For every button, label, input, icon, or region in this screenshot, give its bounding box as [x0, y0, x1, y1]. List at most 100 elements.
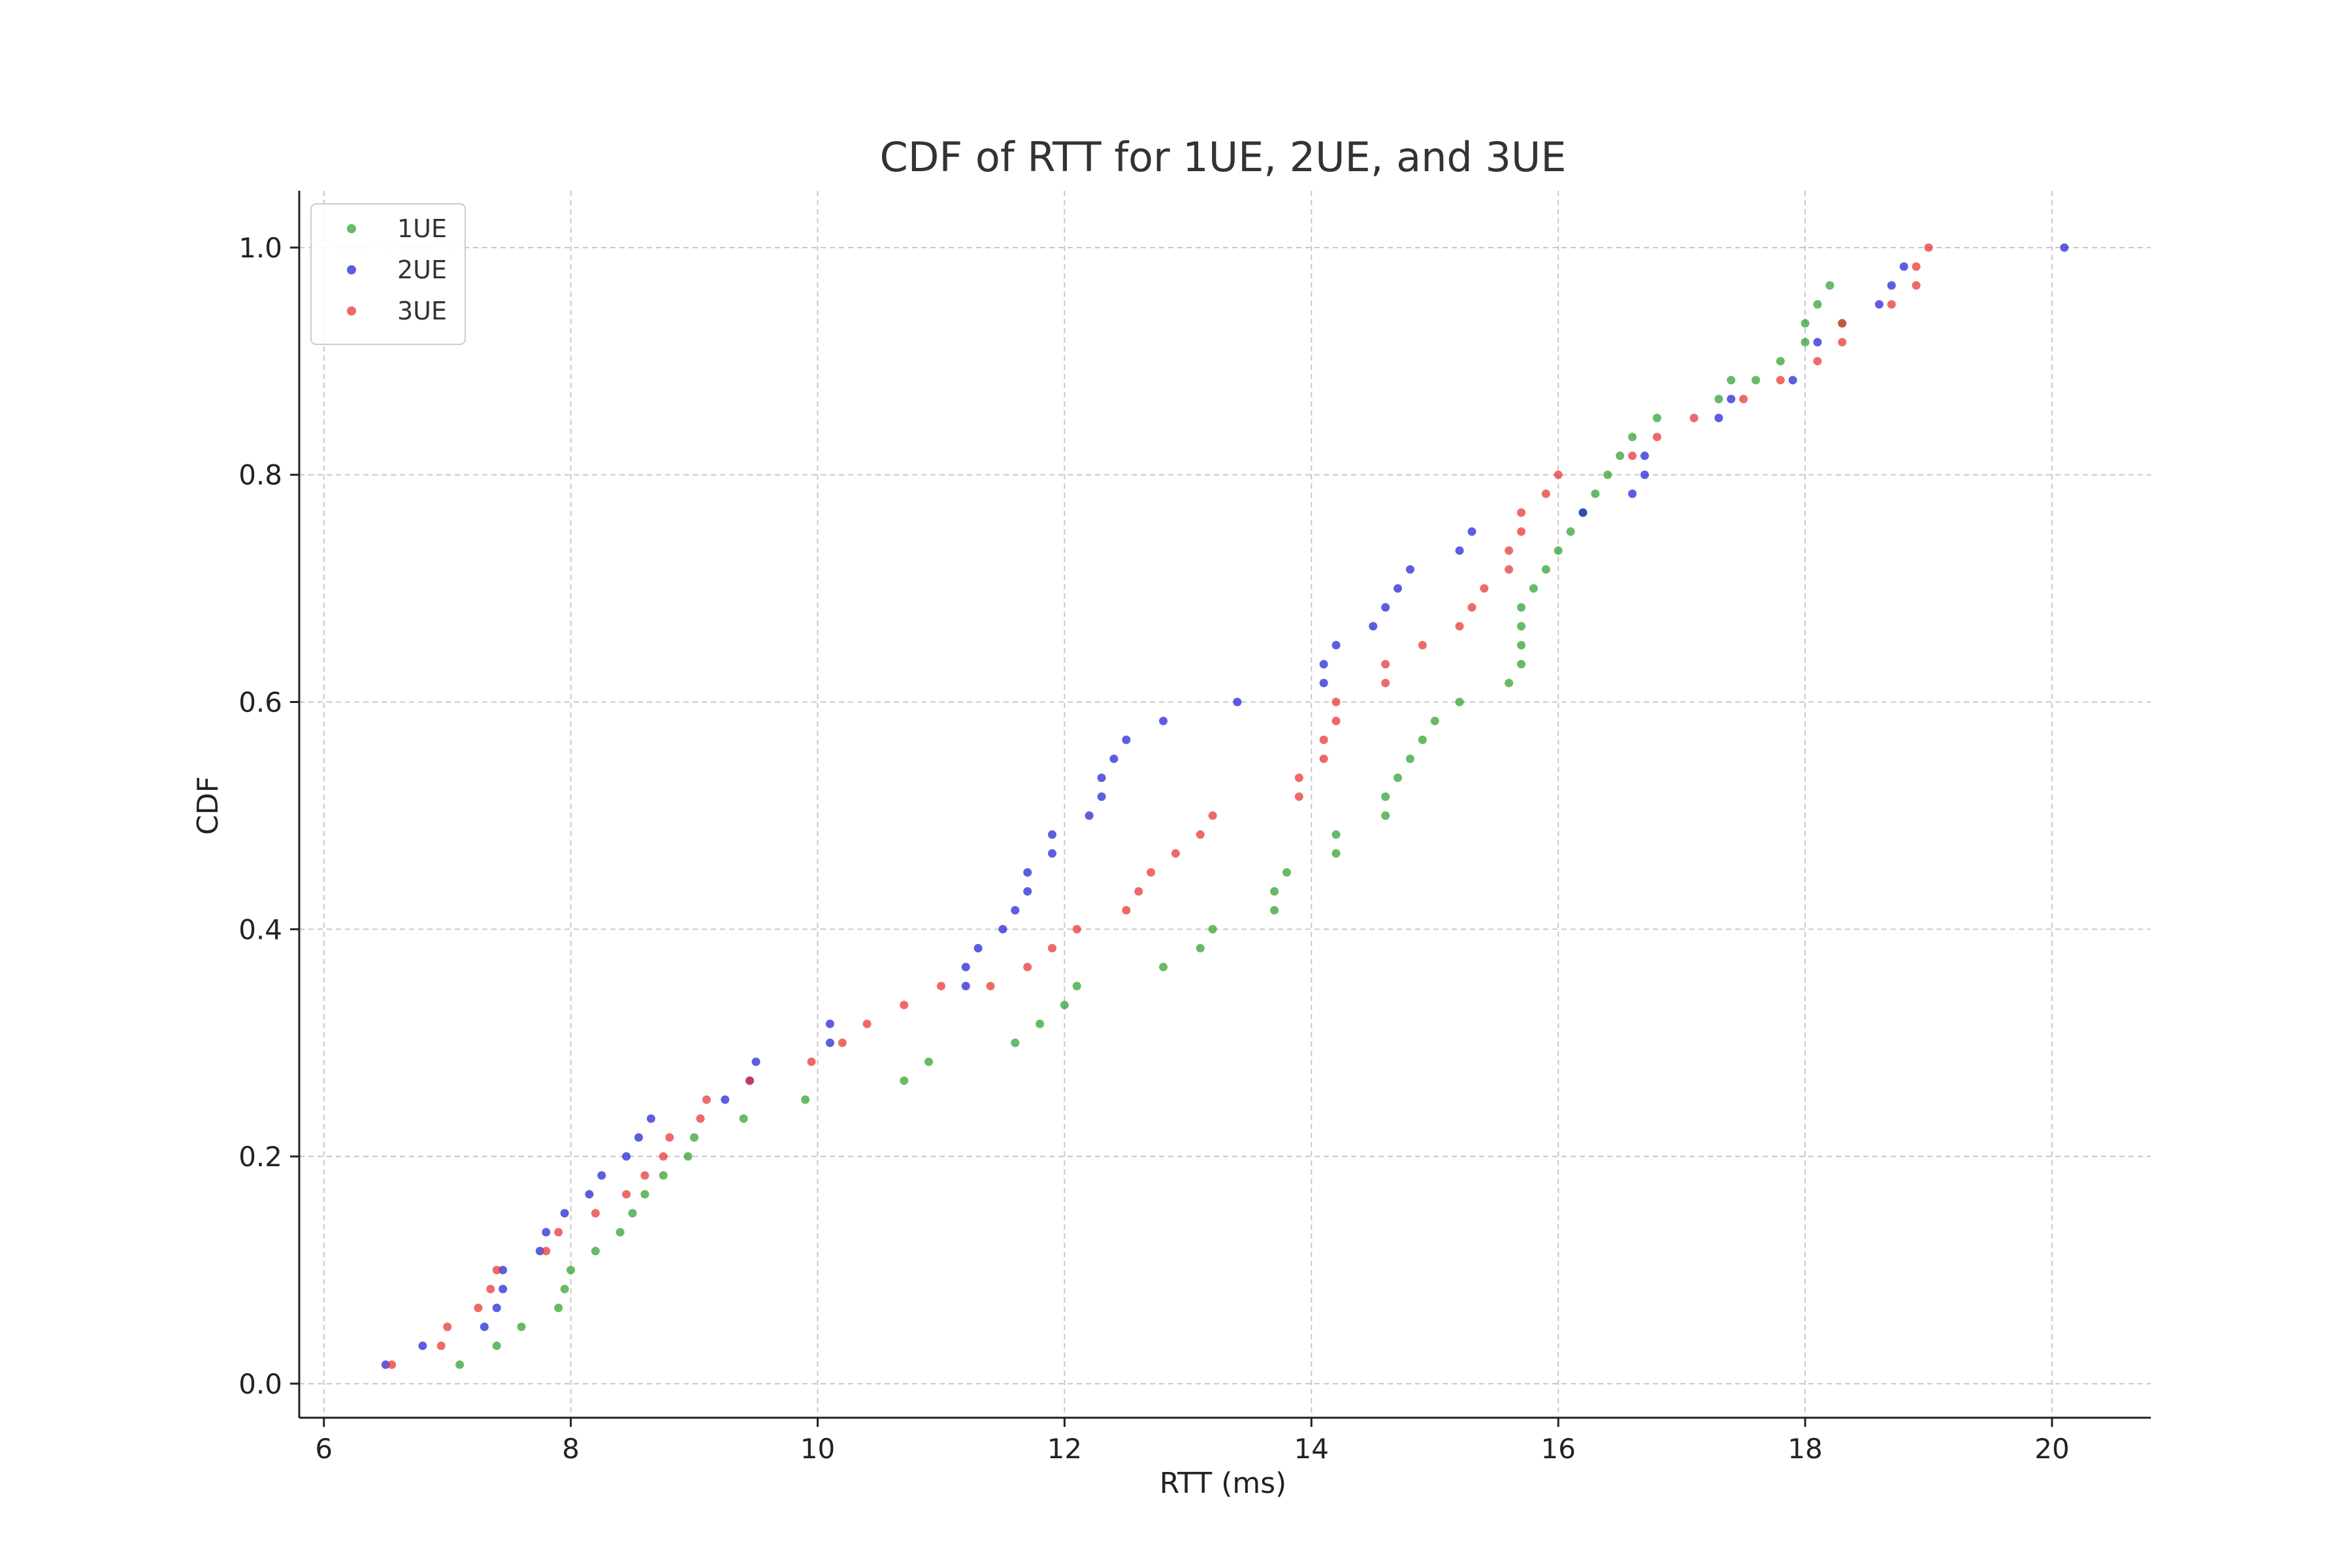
data-point-2UE [1727, 395, 1736, 404]
data-point-3UE [474, 1303, 483, 1313]
data-point-2UE [381, 1360, 390, 1369]
data-point-3UE [1047, 943, 1056, 953]
data-point-2UE [1813, 338, 1822, 347]
data-point-2UE [597, 1171, 606, 1180]
data-point-1UE [1455, 698, 1464, 706]
data-point-2UE [498, 1266, 508, 1275]
data-point-1UE [690, 1133, 699, 1142]
data-point-2UE [825, 1038, 834, 1047]
data-point-1UE [455, 1360, 465, 1369]
data-point-1UE [1714, 395, 1723, 404]
data-point-1UE [1394, 773, 1403, 782]
data-point-1UE [1208, 924, 1217, 934]
data-point-3UE [1171, 849, 1180, 858]
data-point-1UE [1270, 906, 1279, 915]
data-point-2UE [542, 1228, 551, 1237]
data-point-1UE [1529, 584, 1538, 593]
data-point-3UE [1739, 395, 1748, 404]
data-point-1UE [1505, 678, 1514, 687]
data-point-3UE [1319, 754, 1328, 763]
data-point-2UE [1394, 584, 1403, 593]
data-point-2UE [1122, 735, 1131, 744]
data-point-3UE [1813, 357, 1822, 366]
data-point-1UE [492, 1341, 501, 1350]
data-point-2UE [1405, 565, 1414, 574]
data-point-1UE [900, 1076, 909, 1085]
data-point-2UE [1097, 792, 1106, 801]
data-point-3UE [1505, 565, 1514, 574]
data-point-1UE [1616, 451, 1625, 461]
data-point-3UE [1480, 584, 1489, 593]
data-point-3UE [1196, 830, 1205, 839]
data-point-1UE [739, 1114, 748, 1123]
data-point-1UE [1060, 1000, 1069, 1009]
data-point-1UE [640, 1190, 649, 1199]
data-point-3UE [1887, 300, 1896, 309]
data-point-1UE [1541, 565, 1550, 574]
data-point-2UE [1578, 508, 1588, 517]
data-point-2UE [535, 1247, 544, 1256]
data-point-1UE [1801, 338, 1810, 347]
data-point-2UE [1887, 281, 1896, 290]
data-point-1UE [566, 1266, 576, 1275]
data-point-3UE [622, 1190, 631, 1199]
x-tick-label: 16 [1541, 1433, 1575, 1465]
data-point-3UE [1319, 735, 1328, 744]
data-point-3UE [1627, 451, 1637, 461]
data-point-1UE [1196, 943, 1205, 953]
series-2UE [381, 243, 2069, 1369]
data-point-2UE [622, 1152, 631, 1161]
x-tick-label: 6 [315, 1433, 333, 1465]
data-point-1UE [1381, 811, 1390, 820]
data-point-2UE [1233, 698, 1242, 706]
data-point-2UE [1714, 414, 1723, 423]
data-point-3UE [1455, 622, 1464, 631]
data-point-1UE [1516, 660, 1526, 669]
data-point-1UE [1270, 887, 1279, 896]
data-point-3UE [1331, 717, 1341, 726]
data-point-3UE [1147, 868, 1156, 877]
data-point-2UE [646, 1114, 655, 1123]
data-point-3UE [1134, 887, 1143, 896]
x-tick-label: 18 [1788, 1433, 1822, 1465]
data-point-1UE [1825, 281, 1835, 290]
data-point-3UE [1554, 470, 1563, 480]
axis-ticks: 6 8 10 12 14 16 18 20 0.0 0.2 0.4 0.6 0.8 1.0 [238, 232, 2069, 1465]
legend: 1UE 2UE 3UE [310, 203, 466, 345]
legend-label: 2UE [397, 255, 447, 284]
data-point-3UE [1541, 489, 1550, 498]
data-point-2UE [961, 962, 970, 972]
data-point-2UE [825, 1019, 834, 1028]
data-point-2UE [1627, 489, 1637, 498]
data-point-3UE [1690, 414, 1699, 423]
y-tick-label: 0.4 [238, 913, 282, 945]
y-tick-label: 0.2 [238, 1141, 282, 1173]
data-point-2UE [585, 1190, 594, 1199]
data-point-3UE [1516, 527, 1526, 536]
axes-spines [298, 191, 2151, 1419]
series-3UE [387, 243, 1933, 1369]
data-point-3UE [696, 1114, 705, 1123]
data-point-1UE [1282, 868, 1291, 877]
x-tick-label: 20 [2034, 1433, 2069, 1465]
data-point-2UE [1097, 773, 1106, 782]
data-point-3UE [1294, 773, 1303, 782]
data-point-2UE [1085, 811, 1094, 820]
data-point-1UE [1331, 830, 1341, 839]
data-point-3UE [986, 981, 995, 990]
data-point-1UE [801, 1095, 810, 1104]
legend-marker [347, 224, 356, 233]
data-point-3UE [1418, 641, 1427, 650]
data-point-1UE [1405, 754, 1414, 763]
data-point-1UE [1430, 717, 1439, 726]
data-point-2UE [1640, 470, 1649, 480]
data-point-3UE [387, 1360, 397, 1369]
data-point-3UE [1294, 792, 1303, 801]
data-point-3UE [1023, 962, 1032, 972]
data-point-1UE [591, 1247, 600, 1256]
data-point-2UE [634, 1133, 644, 1142]
data-point-3UE [1381, 660, 1390, 669]
data-point-1UE [554, 1303, 563, 1313]
data-point-3UE [486, 1284, 495, 1294]
